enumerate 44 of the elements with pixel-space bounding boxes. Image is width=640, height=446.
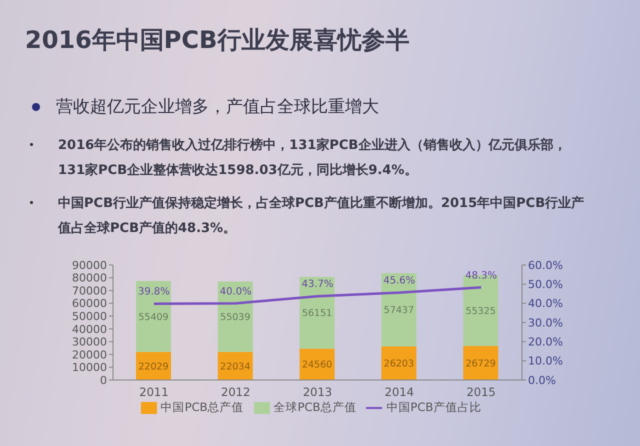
legend-label: 中国PCB总产值 [160, 400, 244, 414]
y-tick-label: 70000 [72, 284, 107, 298]
data-label: 56151 [302, 308, 332, 320]
y-tick-label: 10000 [72, 361, 107, 374]
x-tick-label: 2011 [139, 385, 169, 400]
data-label: 45.6% [383, 276, 416, 287]
data-label: 55039 [220, 312, 250, 324]
y-tick-label: 60000 [72, 297, 107, 310]
chart-subtitle: 营收超亿元企业增多，产值占全球比重增大 [56, 96, 379, 118]
data-label: 48.3% [465, 270, 497, 282]
x-tick-label: 2013 [302, 385, 332, 400]
data-label: 43.7% [302, 279, 334, 290]
y-tick-label: 30000 [72, 336, 107, 349]
text: 2016年公布的销售收入过亿排行榜中，131家PCB企业进入（销售收入）亿元俱乐部，131家PCB企业整体营收达1598.03亿元，同比增长9.4%。 [58, 136, 568, 180]
data-label: 55409 [138, 312, 169, 323]
y-tick-label: 40000 [72, 322, 107, 336]
chart-title: 2016年中国PCB行业发展喜忧参半 [25, 25, 410, 56]
data-label: 22029 [138, 361, 169, 372]
y2-tick-label: 10.0% [528, 354, 563, 368]
y-tick-label: 50000 [72, 310, 107, 324]
y-tick-label: 90000 [72, 258, 107, 272]
x-tick-label: 2015 [466, 385, 496, 400]
x-tick-label: 2012 [221, 385, 250, 400]
text: 中国PCB行业产值保持稳定增长，占全球PCB产值比重不断增加。2015年中国PCB行业产值占全球PCB产值的48.3%。 [58, 194, 586, 238]
data-label: 39.8% [138, 286, 170, 298]
data-label: 57437 [384, 305, 414, 316]
y-tick-label: 20000 [72, 348, 107, 362]
y2-tick-label: 30.0% [528, 316, 563, 330]
x-tick-label: 2014 [384, 385, 414, 400]
y2-tick-label: 50.0% [528, 278, 563, 292]
y2-tick-label: 20.0% [528, 336, 563, 349]
y2-tick-label: 0.0% [528, 374, 556, 387]
y-tick-label: 0 [100, 374, 107, 387]
legend-label: 中国PCB产值占比 [386, 400, 482, 414]
y2-tick-label: 40.0% [528, 297, 563, 310]
data-label: 26203 [384, 358, 414, 370]
data-label: 55325 [466, 306, 496, 317]
data-label: 24560 [302, 360, 332, 371]
data-label: 22034 [220, 361, 250, 372]
y2-tick-label: 60.0% [528, 258, 563, 272]
data-label: 40.0% [220, 286, 252, 298]
data-label: 26729 [466, 358, 496, 370]
y-tick-label: 80000 [72, 272, 107, 285]
legend-label: 全球PCB总产值 [274, 400, 356, 414]
